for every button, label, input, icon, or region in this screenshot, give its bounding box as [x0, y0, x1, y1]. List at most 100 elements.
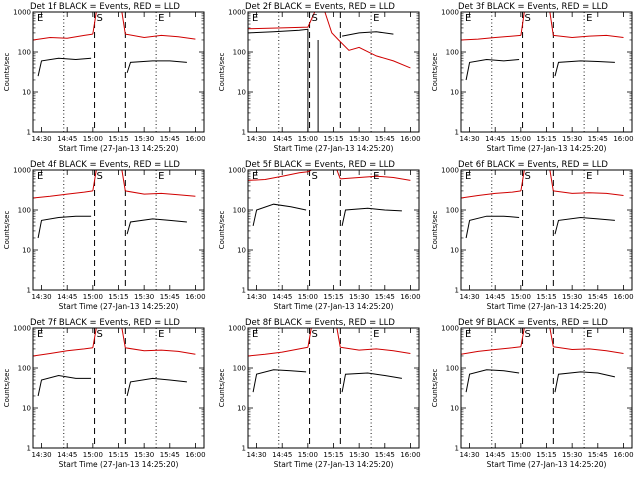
x-tick-label: 16:00	[185, 135, 205, 143]
x-tick-label: 15:45	[375, 293, 395, 301]
interval-marker-label: E	[373, 13, 379, 24]
y-axis-label: Counts/sec	[431, 53, 439, 92]
lld-series-line	[340, 175, 411, 181]
y-tick-label: 10	[237, 247, 246, 255]
interval-marker-label: E	[158, 329, 164, 340]
interval-marker-label: E	[252, 13, 258, 24]
y-tick-label: 1	[242, 287, 246, 295]
events-series-line	[341, 372, 402, 393]
y-tick-label: 100	[18, 207, 31, 215]
lld-series-line	[247, 11, 411, 69]
events-series-line	[554, 60, 615, 77]
x-tick-label: 15:15	[108, 451, 128, 459]
x-tick-label: 15:00	[83, 451, 103, 459]
events-series-line	[247, 28, 309, 132]
x-tick-label: 15:15	[536, 135, 556, 143]
x-tick-label: 16:00	[185, 293, 205, 301]
x-tick-label: 14:30	[31, 293, 51, 301]
panel-det-9f: Det 9f BLACK = Events, RED = LLD Counts/s…	[431, 318, 634, 469]
y-axis-label: Counts/sec	[218, 369, 226, 408]
y-tick-label: 1	[455, 445, 459, 453]
y-axis-label: Counts/sec	[431, 211, 439, 250]
x-tick-label: 15:15	[536, 451, 556, 459]
plot-frame	[32, 169, 205, 291]
interval-marker-label: E	[252, 329, 258, 340]
events-series-line	[554, 216, 615, 235]
x-tick-label: 16:00	[400, 135, 420, 143]
x-tick-label: 15:00	[298, 135, 318, 143]
panel-title: Det 7f BLACK = Events, RED = LLD	[30, 318, 180, 328]
events-series-line	[126, 60, 187, 74]
x-tick-label: 14:45	[485, 293, 505, 301]
y-tick-label: 10	[450, 405, 459, 413]
panel-title: Det 3f BLACK = Events, RED = LLD	[458, 2, 608, 12]
x-tick-label: 15:15	[323, 451, 343, 459]
interval-marker-label: E	[586, 13, 592, 24]
x-tick-label: 16:00	[400, 293, 420, 301]
interval-marker-label: S	[97, 171, 103, 182]
plot-frame	[32, 327, 205, 449]
y-axis-label: Counts/sec	[3, 53, 11, 92]
events-series-line	[341, 207, 402, 227]
x-tick-label: 15:00	[511, 135, 531, 143]
y-tick-label: 100	[446, 49, 459, 57]
y-tick-label: 1	[242, 445, 246, 453]
x-tick-label: 16:00	[185, 451, 205, 459]
y-tick-label: 100	[18, 49, 31, 57]
x-tick-label: 15:00	[298, 451, 318, 459]
x-tick-label: 15:30	[349, 135, 369, 143]
y-tick-label: 1	[455, 287, 459, 295]
x-tick-label: 16:00	[400, 451, 420, 459]
x-tick-label: 14:45	[272, 135, 292, 143]
y-tick-label: 100	[18, 365, 31, 373]
x-axis-label: Start Time (27-Jan-13 14:25:20)	[487, 144, 607, 153]
x-axis-label: Start Time (27-Jan-13 14:25:20)	[274, 144, 394, 153]
x-tick-label: 14:45	[485, 135, 505, 143]
y-tick-label: 10	[237, 405, 246, 413]
y-axis-label: Counts/sec	[218, 53, 226, 92]
interval-marker-label: E	[252, 171, 258, 182]
x-tick-label: 15:45	[375, 451, 395, 459]
panel-det-2f: Det 2f BLACK = Events, RED = LLD Counts/s…	[218, 2, 421, 153]
plot-frame	[460, 327, 633, 449]
y-tick-label: 1	[455, 129, 459, 137]
plot-frame	[460, 11, 633, 133]
panel-det-7f: Det 7f BLACK = Events, RED = LLD Counts/s…	[3, 318, 206, 469]
lld-series-line	[32, 33, 93, 41]
panel-title: Det 1f BLACK = Events, RED = LLD	[30, 2, 180, 12]
interval-marker-label: E	[586, 329, 592, 340]
x-tick-label: 14:45	[57, 293, 77, 301]
interval-marker-label: E	[373, 329, 379, 340]
panel-title: Det 2f BLACK = Events, RED = LLD	[245, 2, 395, 12]
y-tick-label: 1000	[13, 325, 31, 333]
x-tick-label: 14:30	[31, 451, 51, 459]
x-tick-label: 15:45	[160, 135, 180, 143]
x-tick-label: 15:30	[134, 451, 154, 459]
events-series-line	[465, 369, 520, 393]
panel-title: Det 6f BLACK = Events, RED = LLD	[458, 160, 608, 170]
x-tick-label: 14:45	[272, 293, 292, 301]
interval-marker-label: E	[465, 13, 471, 24]
y-tick-label: 100	[233, 365, 246, 373]
events-series-line	[465, 215, 520, 239]
lld-series-line	[460, 34, 521, 41]
interval-marker-label: E	[37, 13, 43, 24]
y-axis-label: Counts/sec	[431, 369, 439, 408]
events-series-line	[465, 58, 520, 81]
interval-marker-label: E	[465, 329, 471, 340]
x-tick-label: 14:45	[57, 451, 77, 459]
x-tick-label: 14:30	[246, 293, 266, 301]
lld-series-line	[125, 347, 196, 355]
x-tick-label: 14:30	[459, 293, 479, 301]
x-tick-label: 15:00	[511, 293, 531, 301]
x-tick-label: 15:30	[349, 293, 369, 301]
events-series-line	[252, 203, 307, 227]
interval-marker-label: S	[525, 171, 531, 182]
panel-det-6f: Det 6f BLACK = Events, RED = LLD Counts/s…	[431, 160, 634, 311]
y-tick-label: 10	[450, 89, 459, 97]
panel-det-3f: Det 3f BLACK = Events, RED = LLD Counts/s…	[431, 2, 634, 153]
x-axis-label: Start Time (27-Jan-13 14:25:20)	[487, 302, 607, 311]
x-tick-label: 16:00	[613, 293, 633, 301]
x-tick-label: 14:30	[31, 135, 51, 143]
x-tick-label: 16:00	[613, 451, 633, 459]
